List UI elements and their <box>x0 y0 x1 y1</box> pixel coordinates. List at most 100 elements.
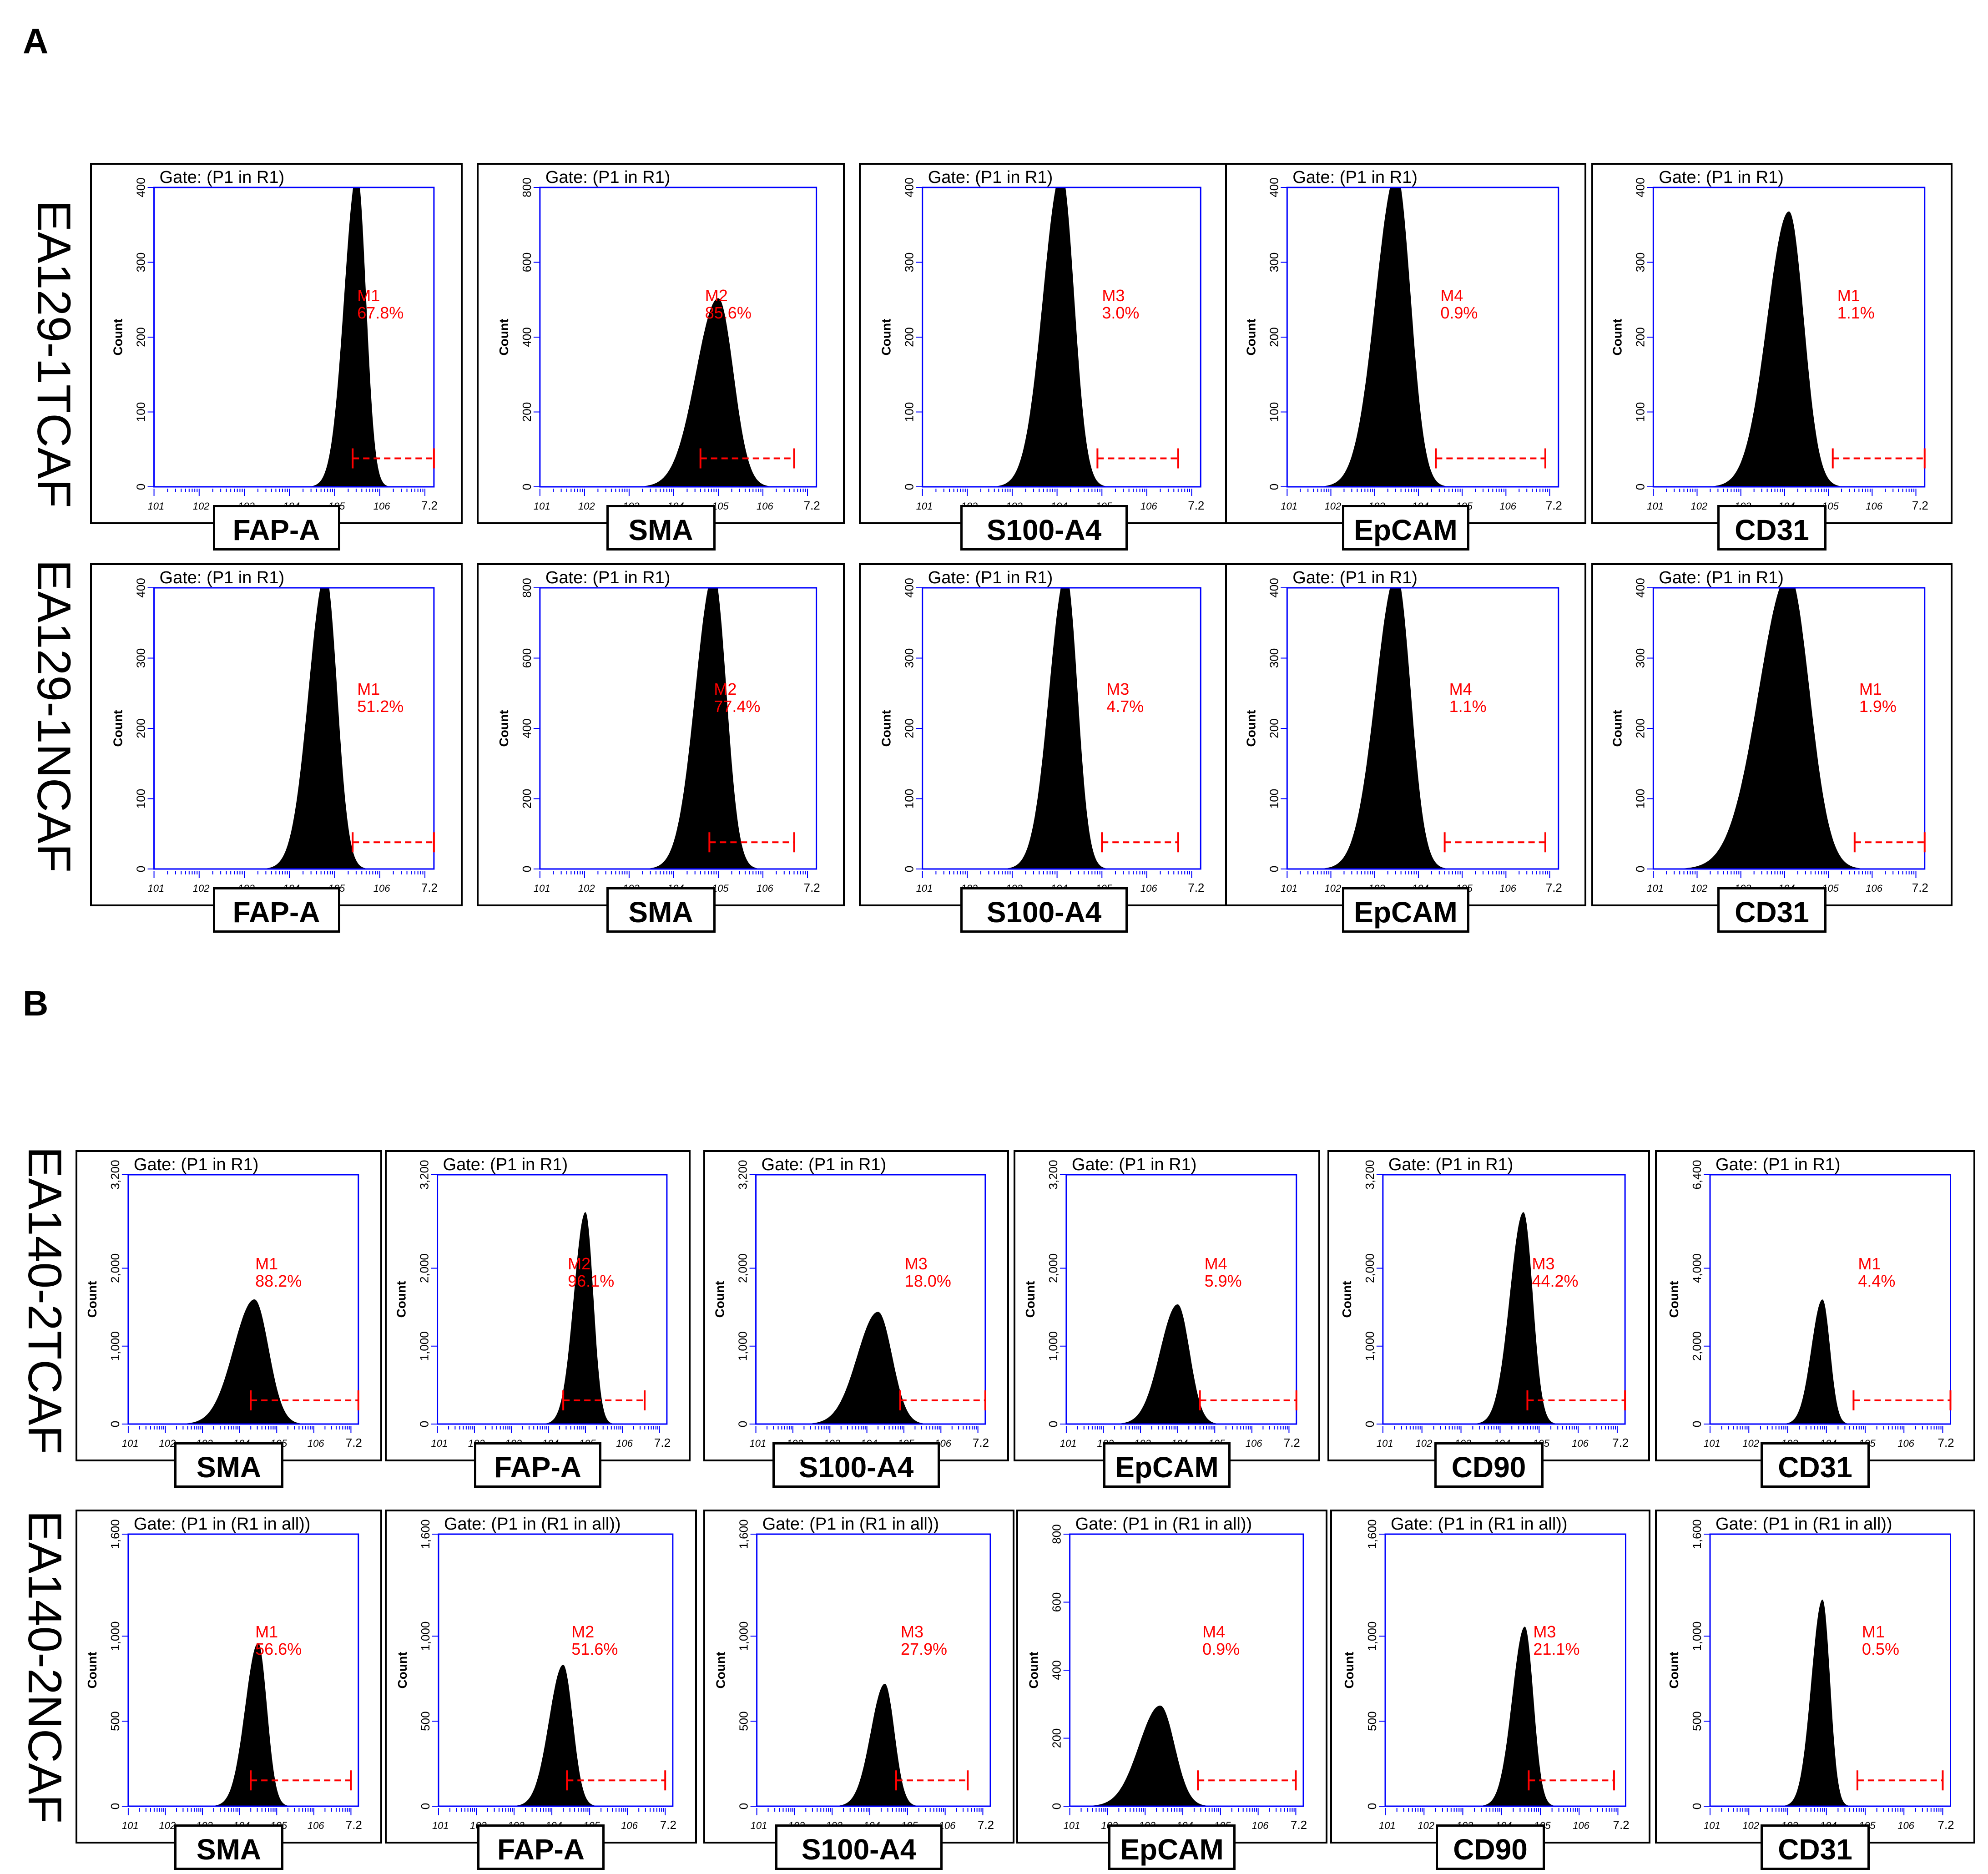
marker-name-label: SMA <box>174 1442 283 1488</box>
y-tick-label: 1,000 <box>1690 1621 1704 1651</box>
panel-frame <box>1327 1150 1650 1461</box>
x-tick-label: 106 <box>1499 883 1516 894</box>
y-tick-label: 400 <box>1267 578 1281 597</box>
y-tick-label: 400 <box>134 177 148 197</box>
y-tick-label: 6,400 <box>1690 1160 1704 1189</box>
x-tick-label: 102 <box>193 883 210 894</box>
y-tick-label: 0 <box>1633 484 1647 490</box>
y-tick-label: 1,600 <box>108 1519 122 1549</box>
gate-percent: 4.4% <box>1858 1272 1895 1290</box>
y-tick-label: 400 <box>520 327 534 347</box>
y-tick-label: 2,000 <box>1046 1253 1060 1283</box>
y-axis-label: Count <box>879 319 893 356</box>
y-axis-label: Count <box>1667 1281 1681 1318</box>
y-tick-label: 0 <box>736 1421 750 1427</box>
y-axis-label: Count <box>1610 319 1624 356</box>
y-tick-label: 2,000 <box>736 1253 750 1283</box>
y-tick-label: 1,600 <box>419 1519 432 1549</box>
marker-name-label: SMA <box>606 505 716 551</box>
y-tick-label: 500 <box>1365 1711 1379 1731</box>
panel-frame <box>90 563 463 906</box>
y-tick-label: 200 <box>1633 327 1647 347</box>
y-tick-label: 300 <box>903 253 916 272</box>
y-tick-label: 1,600 <box>1690 1519 1704 1549</box>
plot-area-border <box>127 1533 359 1807</box>
gate-percent: 1.1% <box>1449 697 1487 716</box>
x-tick-label: 101 <box>1281 500 1297 512</box>
x-tick-label: 106 <box>373 883 390 894</box>
x-tick-label: 102 <box>1416 1438 1433 1449</box>
y-axis-label: Count <box>497 319 511 356</box>
x-tick-label: 102 <box>1742 1438 1759 1449</box>
histogram-bars <box>922 588 1201 869</box>
y-tick-label: 500 <box>108 1711 122 1731</box>
histogram-panel: Gate: (P1 in R1)1011021031041051067.201,… <box>385 1150 691 1461</box>
gate-percent: 51.2% <box>357 697 404 716</box>
histogram-panel: Gate: (P1 in (R1 in all))101102103104105… <box>1016 1510 1327 1844</box>
gate-percent: 56.6% <box>255 1640 302 1658</box>
x-tick-label: 102 <box>159 1438 176 1449</box>
x-tick-label: 101 <box>750 1438 767 1449</box>
y-tick-label: 0 <box>1633 866 1647 872</box>
histogram-panel: Gate: (P1 in R1)1011021031041051067.2010… <box>1591 163 1953 524</box>
y-tick-label: 1,000 <box>1363 1331 1377 1361</box>
x-tick-label: 101 <box>122 1820 139 1831</box>
gate-percent: 67.8% <box>357 303 404 322</box>
histogram-bars <box>1066 1304 1297 1424</box>
y-axis-label: Count <box>395 1652 409 1689</box>
histogram-bars <box>1653 588 1925 869</box>
gate-percent: 77.4% <box>714 697 760 716</box>
y-tick-label: 400 <box>1267 177 1281 197</box>
gate-title: Gate: (P1 in R1) <box>1388 1155 1514 1174</box>
y-tick-label: 3,200 <box>736 1160 750 1189</box>
y-axis-label: Count <box>713 1281 727 1318</box>
y-tick-label: 500 <box>419 1711 432 1731</box>
plot-area-border <box>438 1533 674 1807</box>
x-tick-label: 102 <box>1325 883 1342 894</box>
y-tick-label: 100 <box>134 789 148 808</box>
y-tick-label: 1,000 <box>419 1621 432 1651</box>
x-tick-label: 101 <box>432 1820 449 1831</box>
y-tick-label: 300 <box>1267 253 1281 272</box>
x-tick-label-max: 7.2 <box>1291 1818 1307 1832</box>
plot-area-border <box>127 1174 359 1425</box>
y-tick-label: 100 <box>903 789 916 808</box>
y-tick-label: 100 <box>134 402 148 422</box>
y-tick-label: 0 <box>1046 1421 1060 1427</box>
y-tick-label: 200 <box>134 718 148 738</box>
histogram-panel: Gate: (P1 in R1)1011021031041051067.2010… <box>90 163 463 524</box>
marker-name-label: CD31 <box>1761 1442 1870 1488</box>
y-tick-label: 1,000 <box>736 1331 750 1361</box>
x-tick-label-max: 7.2 <box>1938 1436 1954 1450</box>
y-tick-label: 300 <box>134 648 148 668</box>
x-tick-label: 101 <box>431 1438 448 1449</box>
histogram-panel: Gate: (P1 in R1)1011021031041051067.201,… <box>1327 1150 1650 1461</box>
y-tick-label: 200 <box>1633 718 1647 738</box>
y-axis-label: Count <box>1244 710 1258 747</box>
marker-name-label: EpCAM <box>1108 1824 1236 1870</box>
gate-label: M1 <box>1858 1254 1881 1273</box>
gate-title: Gate: (P1 in R1) <box>545 568 671 587</box>
x-tick-label: 101 <box>1647 883 1664 894</box>
marker-name-label: SMA <box>606 887 716 933</box>
y-tick-label: 300 <box>1633 253 1647 272</box>
histogram-panel: Gate: (P1 in (R1 in all))101102103104105… <box>1330 1510 1650 1844</box>
gate-title: Gate: (P1 in (R1 in all)) <box>1716 1515 1892 1534</box>
x-tick-label-max: 7.2 <box>1613 1818 1630 1832</box>
x-tick-label: 106 <box>1866 883 1882 894</box>
y-tick-label: 0 <box>903 866 916 872</box>
gate-title: Gate: (P1 in R1) <box>1292 568 1418 587</box>
histogram-panel: Gate: (P1 in R1)1011021031041051067.2010… <box>90 563 463 906</box>
x-tick-label-max: 7.2 <box>346 1818 362 1832</box>
marker-name-label: S100-A4 <box>960 505 1128 551</box>
x-tick-label: 101 <box>916 500 933 512</box>
x-tick-label: 102 <box>159 1820 176 1831</box>
y-tick-label: 1,600 <box>1365 1519 1379 1549</box>
y-tick-label: 0 <box>520 484 534 490</box>
y-axis-label: Count <box>1610 710 1624 747</box>
x-tick-label: 101 <box>1060 1438 1077 1449</box>
x-tick-label: 101 <box>751 1820 767 1831</box>
gate-label: M3 <box>1102 286 1125 305</box>
gate-label: M2 <box>568 1254 590 1273</box>
x-tick-label-max: 7.2 <box>1188 881 1204 894</box>
